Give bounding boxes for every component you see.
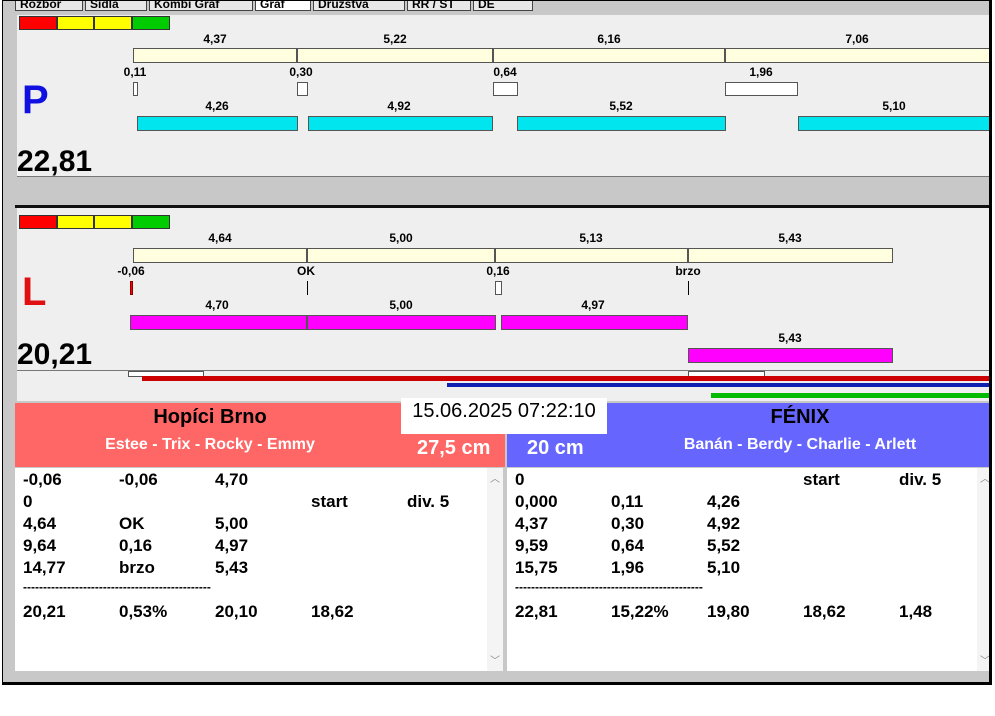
lane-total: 22,81 xyxy=(17,145,93,178)
segment-label: 7,06 xyxy=(845,32,869,46)
tab-rr-st[interactable]: RR / ST xyxy=(407,1,471,11)
segment-bar xyxy=(493,48,725,63)
change-label: 0,30 xyxy=(289,65,313,79)
change-bar xyxy=(493,82,518,96)
app-window: Rozbor Sidla Kombi Graf Graf Družstva RR… xyxy=(2,0,992,685)
timestamp: 15.06.2025 07:22:10 xyxy=(401,398,607,434)
signal-yellow-1 xyxy=(57,16,94,30)
segment-bar xyxy=(307,248,495,263)
progress-red xyxy=(142,376,989,381)
scroll-down-icon[interactable]: ﹀ xyxy=(980,656,990,667)
run-bar xyxy=(517,116,726,131)
run-bar xyxy=(130,315,307,330)
lane-letter: L xyxy=(22,270,47,314)
change-label: OK xyxy=(297,264,315,278)
run-bar xyxy=(688,348,893,363)
segment-bar xyxy=(133,48,297,63)
tab-graf[interactable]: Graf xyxy=(255,1,311,11)
run-label: 4,92 xyxy=(387,99,411,113)
segment-label: 5,00 xyxy=(389,231,413,245)
tab-sidla[interactable]: Sidla xyxy=(85,1,147,11)
segment-label: 4,37 xyxy=(203,32,227,46)
signal-red xyxy=(19,16,57,30)
segment-label: 6,16 xyxy=(597,32,621,46)
progress-blue xyxy=(447,383,989,387)
run-bar xyxy=(308,116,493,131)
run-bar xyxy=(307,315,496,330)
change-label: 0,64 xyxy=(493,65,517,79)
signal-red xyxy=(19,215,57,229)
change-label: 0,11 xyxy=(123,65,147,79)
left-results-list[interactable]: -0,06 -0,06 4,70 0 start div. 5 4,64 OK 5,00 9… xyxy=(15,468,503,671)
change-label: 1,96 xyxy=(749,65,773,79)
change-label: brzo xyxy=(675,264,701,278)
segment-bar xyxy=(688,248,893,263)
left-team-jump: 27,5 cm xyxy=(417,437,491,459)
run-label: 4,70 xyxy=(205,298,229,312)
lane-letter: P xyxy=(22,78,49,122)
segment-bar xyxy=(495,248,688,263)
signal-yellow-2 xyxy=(94,215,132,229)
run-bar xyxy=(798,116,989,131)
list-gap xyxy=(503,468,507,671)
left-team-dogs: Estee - Trix - Rocky - Emmy xyxy=(105,436,315,453)
signal-yellow-1 xyxy=(57,215,94,229)
run-bar xyxy=(501,315,688,330)
lane-p-panel: 4,37 5,22 6,16 7,06 0,11 0,30 0,64 1,96 … xyxy=(17,15,989,178)
tab-strip: Rozbor Sidla Kombi Graf Graf Družstva RR… xyxy=(15,1,615,12)
tab-druzstva[interactable]: Družstva xyxy=(313,1,405,11)
run-label: 5,43 xyxy=(778,331,802,345)
segment-label: 5,13 xyxy=(579,231,603,245)
signal-green xyxy=(132,215,170,229)
run-bar xyxy=(137,116,298,131)
change-bar xyxy=(130,281,133,295)
change-bar xyxy=(297,82,308,96)
left-list-scrollbar[interactable]: ︿ ﹀ xyxy=(487,468,503,671)
change-bar xyxy=(725,82,798,96)
right-team-dogs: Banán - Berdy - Charlie - Arlett xyxy=(683,436,917,453)
signal-green xyxy=(132,16,170,30)
run-label: 5,52 xyxy=(609,99,633,113)
right-results-list[interactable]: 0 start div. 5 0,000 0,11 4,26 4,37 0,30 4,92 … xyxy=(507,468,990,671)
scroll-down-icon[interactable]: ﹀ xyxy=(490,656,500,667)
lane-baseline xyxy=(17,370,989,371)
lane-separator xyxy=(15,205,989,208)
segment-bar xyxy=(725,48,989,63)
right-team-jump: 20 cm xyxy=(527,437,584,459)
change-label: 0,16 xyxy=(486,264,510,278)
change-tick xyxy=(307,281,308,295)
segment-bar xyxy=(133,248,307,263)
tab-rozbor[interactable]: Rozbor xyxy=(15,1,83,11)
lane-total: 20,21 xyxy=(17,338,93,371)
segment-label: 5,22 xyxy=(383,32,407,46)
scroll-up-icon[interactable]: ︿ xyxy=(980,474,990,485)
change-label: -0,06 xyxy=(117,264,145,278)
change-bar xyxy=(495,281,502,295)
lane-l-panel: 4,64 5,00 5,13 5,43 -0,06 OK 0,16 brzo L… xyxy=(17,208,989,401)
change-bar xyxy=(133,82,138,96)
segment-bar xyxy=(297,48,493,63)
lane-baseline xyxy=(17,176,989,177)
scroll-up-icon[interactable]: ︿ xyxy=(490,474,500,485)
run-label: 4,26 xyxy=(205,99,229,113)
run-label: 5,10 xyxy=(882,99,906,113)
right-list-scrollbar[interactable]: ︿ ﹀ xyxy=(977,468,990,671)
progress-green xyxy=(711,393,989,398)
segment-label: 4,64 xyxy=(208,231,232,245)
right-team-name: FÉNIX xyxy=(770,406,830,428)
signal-yellow-2 xyxy=(94,16,132,30)
run-label: 4,97 xyxy=(581,298,605,312)
tab-kombi-graf[interactable]: Kombi Graf xyxy=(149,1,253,11)
segment-label: 5,43 xyxy=(778,231,802,245)
left-team-name: Hopíci Brno xyxy=(153,406,267,428)
tab-de[interactable]: DE xyxy=(473,1,533,11)
change-tick xyxy=(688,281,689,295)
run-label: 5,00 xyxy=(389,298,413,312)
